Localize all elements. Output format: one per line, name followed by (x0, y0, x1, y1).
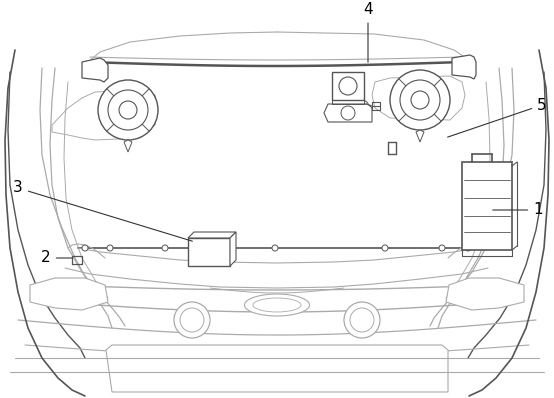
Polygon shape (106, 345, 448, 392)
Circle shape (465, 245, 471, 251)
Circle shape (344, 302, 380, 338)
Ellipse shape (244, 294, 310, 316)
Circle shape (411, 91, 429, 109)
Circle shape (439, 245, 445, 251)
Circle shape (272, 245, 278, 251)
Circle shape (382, 245, 388, 251)
Bar (462, 162, 512, 250)
Text: 2: 2 (41, 250, 72, 265)
Circle shape (162, 245, 168, 251)
Circle shape (107, 245, 113, 251)
Polygon shape (446, 278, 524, 310)
Circle shape (98, 80, 158, 140)
Polygon shape (188, 238, 230, 266)
Polygon shape (332, 72, 364, 100)
Polygon shape (230, 232, 236, 266)
Polygon shape (372, 76, 465, 120)
Polygon shape (324, 104, 372, 122)
Polygon shape (82, 58, 108, 82)
Polygon shape (30, 278, 108, 310)
Circle shape (341, 106, 355, 120)
Polygon shape (124, 140, 132, 152)
Circle shape (400, 80, 440, 120)
Polygon shape (188, 232, 236, 238)
Text: 4: 4 (363, 2, 373, 62)
Circle shape (339, 77, 357, 95)
Polygon shape (416, 130, 424, 142)
Circle shape (82, 245, 88, 251)
Polygon shape (452, 55, 476, 79)
Circle shape (108, 90, 148, 130)
Text: 1: 1 (493, 203, 543, 217)
Polygon shape (52, 90, 158, 140)
Circle shape (350, 308, 374, 332)
Text: 5: 5 (448, 98, 547, 137)
Circle shape (180, 308, 204, 332)
Circle shape (119, 101, 137, 119)
Text: 3: 3 (13, 181, 192, 241)
Ellipse shape (253, 298, 301, 312)
Circle shape (390, 70, 450, 130)
Circle shape (174, 302, 210, 338)
